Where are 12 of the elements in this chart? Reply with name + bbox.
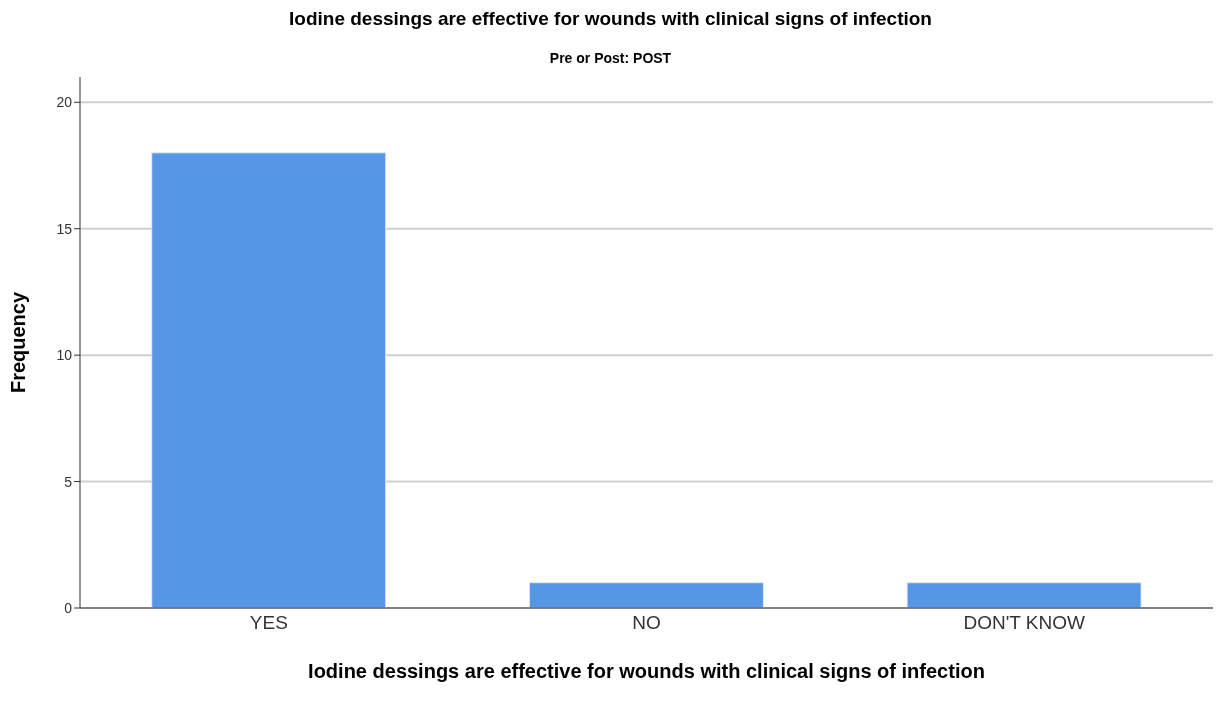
chart-subtitle: Pre or Post: POST: [548, 50, 673, 66]
x-tick-label: DON'T KNOW: [963, 612, 1085, 634]
y-tick-label: 5: [64, 473, 73, 490]
y-tick-label: 10: [56, 347, 73, 364]
x-tick-label: NO: [632, 612, 661, 634]
chart-title: Iodine dessings are effective for wounds with clinical signs of infection: [288, 8, 933, 30]
y-tick-label: 15: [56, 220, 73, 237]
y-tick-label: 0: [64, 599, 73, 616]
y-axis-title: Frequency: [7, 291, 30, 394]
x-tick-label: YES: [249, 612, 288, 634]
x-axis-title: Iodine dessings are effective for wounds with clinical signs of infection: [308, 660, 985, 682]
y-tick-label: 20: [56, 94, 73, 111]
